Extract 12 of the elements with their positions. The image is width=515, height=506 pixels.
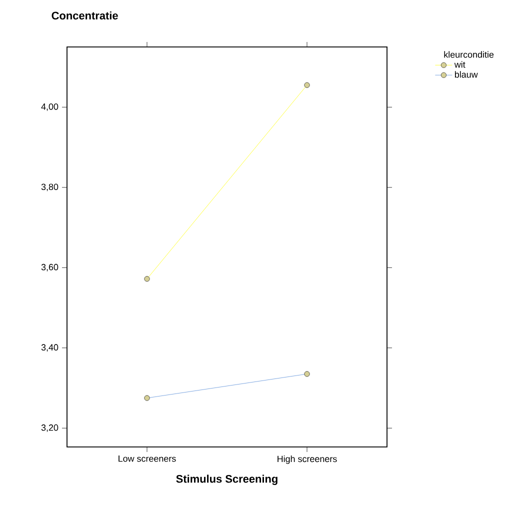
legend-label: blauw [454, 71, 478, 78]
y-tick-label: 3,20 [41, 424, 58, 432]
y-tick-label: 3,60 [41, 264, 58, 272]
y-tick-label: 3,40 [41, 344, 58, 352]
x-axis-title: Stimulus Screening [176, 474, 278, 485]
y-tick-label: 3,80 [41, 184, 58, 192]
x-tick-label: Low screeners [118, 456, 176, 462]
legend-label: wit [454, 61, 466, 68]
y-tick-label: 4,00 [41, 103, 58, 111]
legend-title: kleurconditie [444, 51, 494, 58]
chart-title: Concentratie [52, 11, 118, 20]
x-tick-label: High screeners [278, 456, 337, 464]
